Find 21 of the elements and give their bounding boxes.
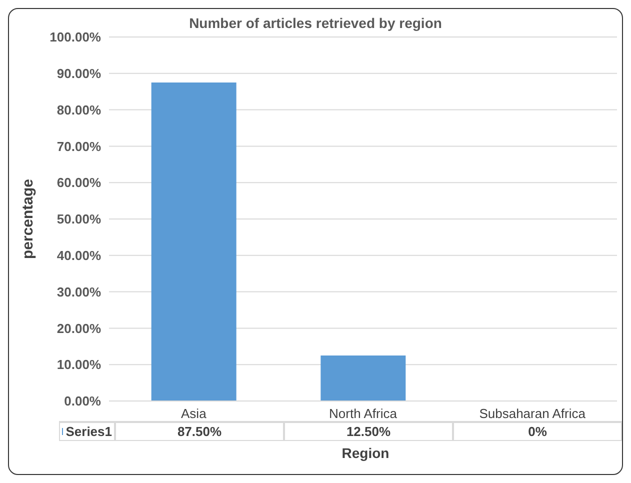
legend-label: Series1 [59,422,115,441]
y-tick-label: 20.00% [56,320,102,336]
y-tick-label: 100.00% [50,30,102,45]
y-tick-label: 10.00% [56,357,102,372]
y-tick-label: 50.00% [56,212,102,227]
y-tick-label: 60.00% [56,175,102,190]
chart-title: Number of articles retrieved by region [188,15,443,31]
y-tick-label: 80.00% [56,102,102,118]
data-label: 12.50% [284,422,453,441]
x-tick-label: North Africa [329,406,398,422]
y-tick-label: 0.00% [64,394,102,409]
y-tick-label: 30.00% [56,284,102,300]
x-tick-label: Asia [181,406,208,422]
y-tick-label: 90.00% [56,66,102,82]
x-axis-title: Region [340,445,390,461]
x-tick-label: Subsaharan Africa [479,406,586,422]
y-axis-title: percentage [19,178,36,260]
data-label: 0% [453,422,622,441]
y-tick-label: 40.00% [56,248,102,264]
data-label: 87.50% [115,422,284,441]
y-tick-label: 70.00% [56,138,102,154]
